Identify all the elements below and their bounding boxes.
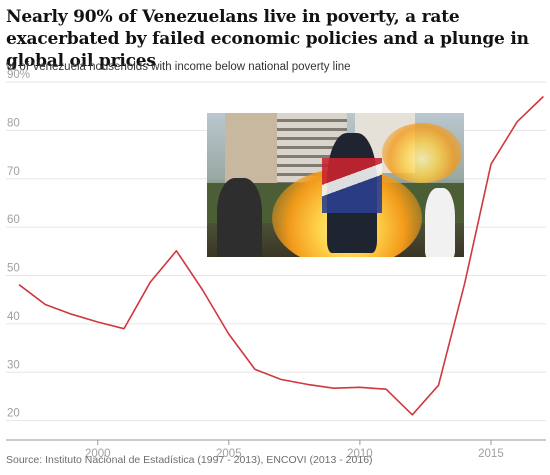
- x-tick-label: 2005: [216, 448, 242, 460]
- y-tick-label: 40: [7, 311, 20, 323]
- protester-left: [217, 178, 262, 257]
- source-note: Source: Instituto Nacional de Estadístic…: [6, 454, 373, 466]
- y-axis-tick-labels: 20 30 40 50 60 70 80 90%: [7, 69, 30, 420]
- protest-photo: [207, 113, 464, 257]
- flag: [322, 158, 382, 213]
- y-tick-label: 20: [7, 408, 20, 420]
- series-line-0: [18, 95, 544, 416]
- protester-right: [425, 188, 455, 257]
- x-axis: 2000 2005 2010 2015: [6, 439, 546, 460]
- y-tick-label: 90%: [7, 69, 30, 81]
- x-tick-label: 2000: [85, 448, 111, 460]
- x-tick-label: 2015: [478, 448, 504, 460]
- x-tick-label: 2010: [347, 448, 373, 460]
- y-tick-label: 30: [7, 359, 20, 371]
- fire-top: [382, 123, 462, 183]
- y-tick-label: 60: [7, 214, 20, 226]
- y-tick-label: 80: [7, 117, 20, 129]
- y-tick-label: 50: [7, 263, 20, 275]
- series-layer: [18, 95, 544, 416]
- chart-subtitle: % of Venezuela households with income be…: [6, 61, 351, 73]
- chart-title: Nearly 90% of Venezuelans live in povert…: [6, 7, 529, 71]
- y-tick-label: 70: [7, 166, 20, 178]
